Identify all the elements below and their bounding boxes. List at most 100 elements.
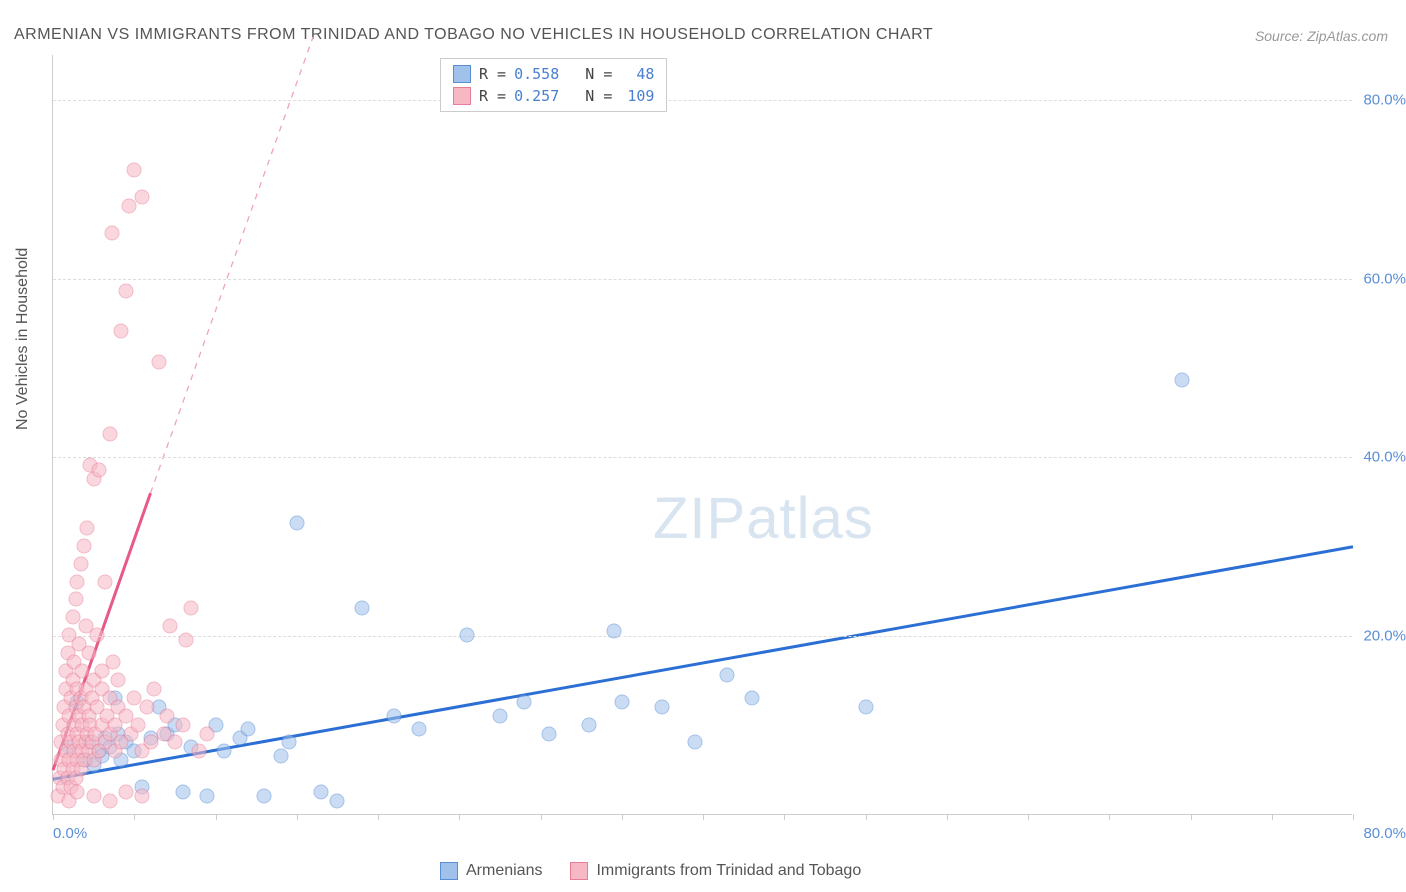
y-tick-label: 20.0%	[1363, 628, 1406, 645]
source-attribution: Source: ZipAtlas.com	[1255, 28, 1388, 44]
data-point	[119, 283, 134, 298]
data-point	[411, 722, 426, 737]
x-tick	[378, 814, 379, 820]
x-tick	[622, 814, 623, 820]
x-tick	[947, 814, 948, 820]
data-point	[273, 748, 288, 763]
data-point	[184, 601, 199, 616]
data-point	[70, 784, 85, 799]
data-point	[257, 789, 272, 804]
data-point	[114, 324, 129, 339]
data-point	[176, 717, 191, 732]
x-tick-label: 0.0%	[53, 825, 87, 842]
gridline	[53, 100, 1352, 101]
legend-item: Immigrants from Trinidad and Tobago	[570, 862, 861, 880]
trend-line	[53, 547, 1353, 779]
y-tick-label: 80.0%	[1363, 91, 1406, 108]
legend-n-value: 48	[620, 63, 654, 85]
gridline	[53, 636, 1352, 637]
plot-area: ZIPatlas 20.0%40.0%60.0%80.0%0.0%80.0%	[52, 55, 1352, 815]
data-point	[76, 538, 91, 553]
data-point	[102, 793, 117, 808]
data-point	[70, 574, 85, 589]
data-point	[68, 592, 83, 607]
data-point	[460, 628, 475, 643]
watermark-thin: atlas	[746, 486, 874, 551]
data-point	[163, 619, 178, 634]
data-point	[354, 601, 369, 616]
data-point	[89, 628, 104, 643]
legend-r-value: 0.558	[514, 63, 559, 85]
data-point	[135, 190, 150, 205]
x-tick	[53, 814, 54, 820]
data-point	[98, 574, 113, 589]
data-point	[858, 699, 873, 714]
data-point	[127, 163, 142, 178]
data-point	[314, 784, 329, 799]
y-axis-label: No Vehicles in Household	[14, 248, 32, 430]
data-point	[606, 623, 621, 638]
x-tick	[541, 814, 542, 820]
data-point	[200, 726, 215, 741]
legend-r-label: R =	[479, 85, 506, 107]
data-point	[492, 708, 507, 723]
data-point	[687, 735, 702, 750]
data-point	[179, 632, 194, 647]
data-point	[81, 646, 96, 661]
data-point	[192, 744, 207, 759]
data-point	[216, 744, 231, 759]
trend-lines-svg	[53, 55, 1352, 814]
data-point	[135, 789, 150, 804]
y-tick-label: 60.0%	[1363, 270, 1406, 287]
data-point	[73, 556, 88, 571]
data-point	[200, 789, 215, 804]
data-point	[146, 681, 161, 696]
data-point	[143, 735, 158, 750]
data-point	[582, 717, 597, 732]
legend-swatch	[453, 87, 471, 105]
data-point	[387, 708, 402, 723]
data-point	[744, 690, 759, 705]
x-tick	[459, 814, 460, 820]
x-tick-label: 80.0%	[1363, 825, 1406, 842]
legend-swatch	[440, 862, 458, 880]
data-point	[106, 655, 121, 670]
data-point	[130, 717, 145, 732]
data-point	[541, 726, 556, 741]
legend-label: Armenians	[466, 862, 542, 880]
legend-row: R = 0.558 N = 48	[453, 63, 654, 85]
data-point	[104, 225, 119, 240]
data-point	[122, 199, 137, 214]
data-point	[289, 516, 304, 531]
correlation-legend: R = 0.558 N = 48R = 0.257 N = 109	[440, 58, 667, 112]
chart-title: ARMENIAN VS IMMIGRANTS FROM TRINIDAD AND…	[14, 26, 933, 44]
x-tick	[784, 814, 785, 820]
data-point	[1175, 373, 1190, 388]
data-point	[281, 735, 296, 750]
legend-n-label: N =	[567, 85, 612, 107]
data-point	[159, 708, 174, 723]
legend-row: R = 0.257 N = 109	[453, 85, 654, 107]
x-tick	[216, 814, 217, 820]
x-tick	[134, 814, 135, 820]
watermark: ZIPatlas	[653, 485, 874, 552]
legend-swatch	[570, 862, 588, 880]
x-tick	[1272, 814, 1273, 820]
data-point	[176, 784, 191, 799]
watermark-bold: ZIP	[653, 486, 746, 551]
legend-label: Immigrants from Trinidad and Tobago	[596, 862, 861, 880]
gridline	[53, 457, 1352, 458]
x-tick	[1191, 814, 1192, 820]
x-tick	[297, 814, 298, 820]
data-point	[151, 355, 166, 370]
data-point	[655, 699, 670, 714]
x-tick	[1353, 814, 1354, 820]
x-tick	[866, 814, 867, 820]
legend-n-label: N =	[567, 63, 612, 85]
data-point	[517, 695, 532, 710]
series-legend: Armenians Immigrants from Trinidad and To…	[440, 862, 861, 880]
legend-n-value: 109	[620, 85, 654, 107]
legend-r-label: R =	[479, 63, 506, 85]
x-tick	[1109, 814, 1110, 820]
data-point	[330, 793, 345, 808]
